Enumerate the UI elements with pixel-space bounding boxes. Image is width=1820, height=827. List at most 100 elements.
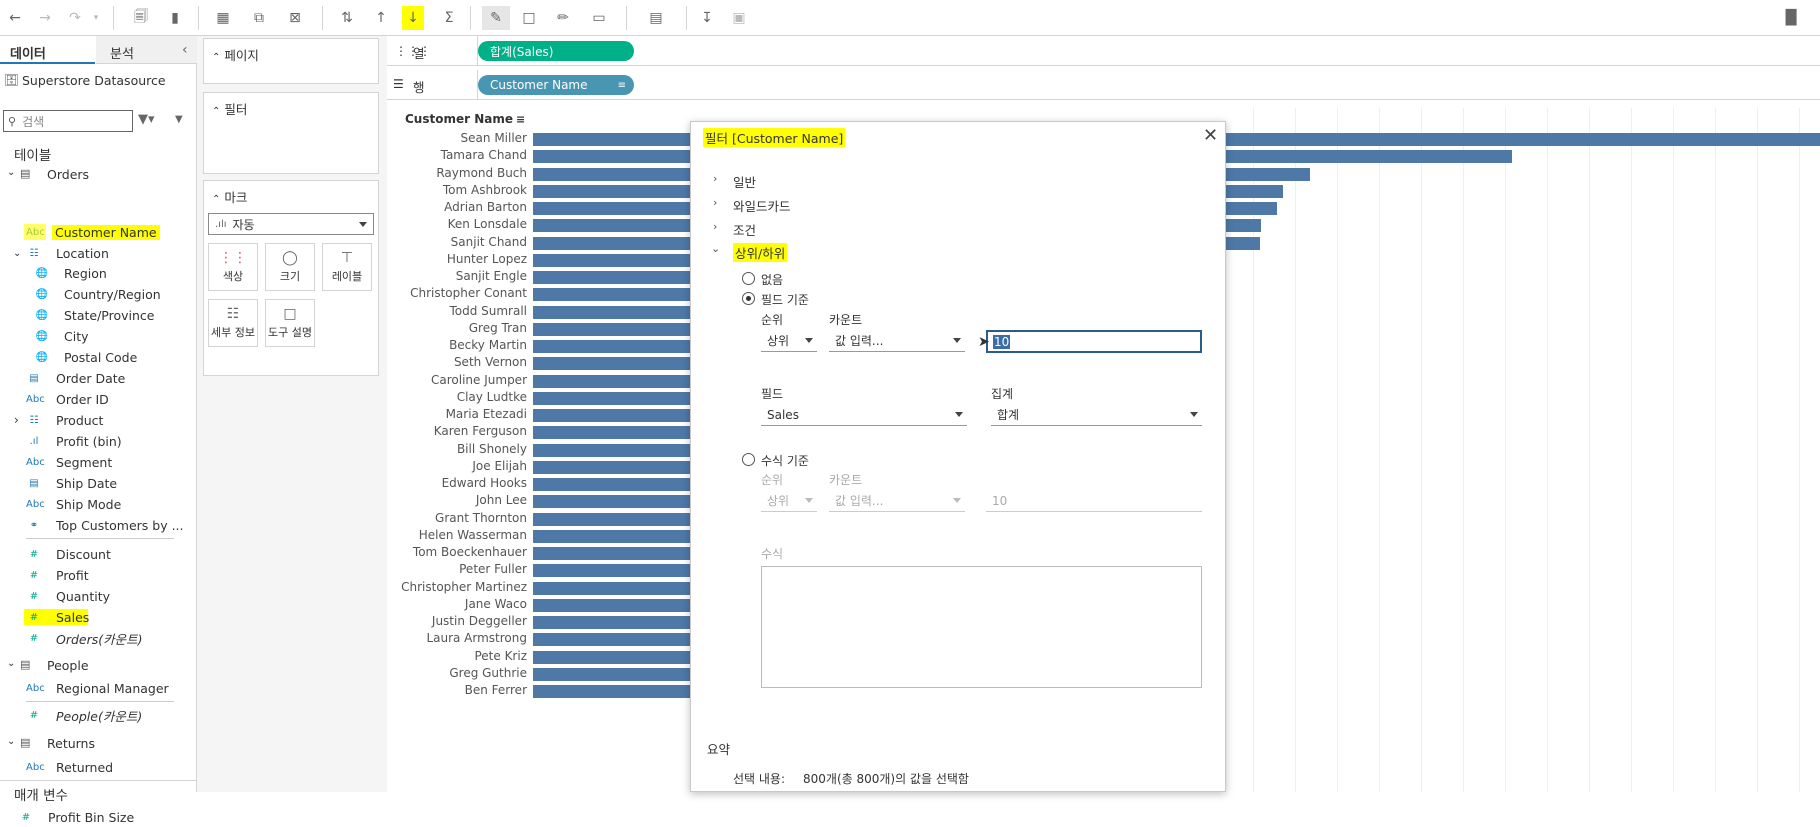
row-label[interactable]: Sanjit Engle [455, 269, 527, 283]
chevron-down-icon[interactable]: ⌄ [711, 242, 721, 255]
chevron-up-icon[interactable]: ⌃ [212, 194, 221, 205]
filter-icon[interactable]: ▼▾ [138, 112, 155, 127]
sort-ascending-icon[interactable]: ↑ [375, 10, 387, 26]
menu-caret-icon[interactable]: ▼ [175, 114, 183, 125]
field-region[interactable]: 🌐 Region [35, 265, 107, 281]
field-order-date[interactable]: ▤ Order Date [29, 370, 126, 386]
row-label[interactable]: Tom Ashbrook [442, 182, 527, 197]
field-orders-count[interactable]: # Orders(카운트) [29, 631, 143, 647]
tooltip-button[interactable]: □ 도구 설명 [265, 299, 315, 347]
row-label[interactable]: Seth Vernon [453, 355, 527, 370]
presentation-icon[interactable]: ↧ [701, 10, 713, 26]
color-button[interactable]: ⋮⋮ 색상 [208, 243, 258, 291]
fit-icon[interactable]: ▭ [592, 10, 606, 26]
device-preview-icon[interactable]: ▣ [732, 10, 746, 26]
row-header[interactable]: Customer Name ≡ [405, 112, 526, 126]
section-general[interactable]: 일반 [733, 175, 757, 190]
field-order-id[interactable]: Abc Order ID [26, 391, 109, 407]
radio-none[interactable] [742, 272, 755, 285]
chevron-up-icon[interactable]: ⌃ [212, 52, 221, 63]
field-location[interactable]: ⌄ ☷ Location [13, 245, 109, 261]
forward-icon[interactable]: → [39, 10, 51, 26]
field-city[interactable]: 🌐 City [35, 328, 89, 344]
count-select-2[interactable]: 값 입력... [829, 490, 965, 512]
row-label[interactable]: Peter Fuller [459, 562, 527, 577]
field-select[interactable]: Sales [761, 404, 967, 426]
count-value-input[interactable]: 10 [986, 330, 1202, 353]
row-label[interactable]: Clay Ludtke [456, 389, 527, 404]
rank-select-2[interactable]: 상위 [761, 490, 817, 512]
label-icon[interactable]: □ [522, 10, 536, 26]
format-painter-icon[interactable]: █ [1785, 10, 1797, 26]
size-button[interactable]: ◯ 크기 [265, 243, 315, 291]
formula-textarea[interactable] [761, 566, 1202, 688]
field-state[interactable]: 🌐 State/Province [35, 307, 155, 323]
chevron-down-icon[interactable]: ⌄ [7, 658, 16, 669]
table-orders[interactable]: Orders [47, 167, 90, 182]
label-button[interactable]: ⊤ 레이블 [322, 243, 372, 291]
field-people-count[interactable]: # People(카운트) [29, 708, 143, 724]
param-profit-bin-size[interactable]: # Profit Bin Size [21, 809, 135, 825]
row-label[interactable]: Laura Armstrong [426, 631, 527, 646]
row-label[interactable]: Greg Tran [468, 320, 527, 335]
row-label[interactable]: Helen Wasserman [418, 527, 527, 542]
row-label[interactable]: Tom Boeckenhauer [412, 545, 527, 559]
field-profit-bin[interactable]: .ıl Profit (bin) [29, 433, 122, 449]
row-label[interactable]: Ben Ferrer [464, 683, 527, 697]
totals-icon[interactable]: Σ [444, 10, 454, 26]
table-people[interactable]: People [47, 658, 89, 673]
row-label[interactable]: Greg Guthrie [449, 665, 527, 680]
row-label[interactable]: John Lee [475, 493, 527, 508]
pill-customer-name[interactable]: Customer Name ≡ [478, 75, 634, 95]
field-postal[interactable]: 🌐 Postal Code [35, 349, 138, 365]
chevron-down-icon[interactable]: ⌄ [7, 167, 16, 178]
row-label[interactable]: Raymond Buch [436, 165, 527, 180]
show-me-icon[interactable]: ▤ [649, 10, 663, 26]
row-label[interactable]: Todd Sumrall [449, 303, 527, 318]
row-label[interactable]: Sean Miller [460, 131, 527, 145]
field-customer-name[interactable]: AbcCustomer Name [0, 222, 190, 242]
rank-select[interactable]: 상위 [761, 330, 817, 352]
dropdown-icon[interactable]: ▾ [93, 13, 99, 23]
row-label[interactable]: Pete Kriz [474, 648, 527, 663]
count-select[interactable]: 값 입력... [829, 330, 965, 352]
chevron-right-icon[interactable]: › [713, 172, 718, 185]
field-regional-manager[interactable]: Abc Regional Manager [26, 680, 169, 696]
row-label[interactable]: Bill Shonely [456, 441, 527, 456]
row-label[interactable]: Hunter Lopez [446, 251, 527, 266]
filters-card[interactable]: ⌃ 필터 [203, 92, 379, 174]
chevron-right-icon[interactable]: › [713, 220, 718, 233]
swap-icon[interactable]: ⇅ [341, 10, 353, 26]
count-value-input-2[interactable]: 10 [986, 490, 1202, 512]
radio-by-formula[interactable] [742, 453, 755, 466]
row-label[interactable]: Maria Etezadi [445, 407, 527, 421]
row-label[interactable]: Joe Elijah [472, 458, 527, 473]
chevron-up-icon[interactable]: ⌃ [212, 106, 221, 117]
chevron-down-icon[interactable]: ⌄ [7, 736, 16, 747]
radio-by-field[interactable] [742, 292, 755, 305]
redo-icon[interactable]: ↷ [69, 10, 81, 26]
pill-sum-sales[interactable]: 합계(Sales) [478, 41, 634, 61]
row-label[interactable]: Becky Martin [449, 338, 527, 352]
back-icon[interactable]: ← [9, 10, 21, 26]
close-icon[interactable]: ✕ [1203, 125, 1219, 146]
field-profit[interactable]: # Profit [29, 567, 89, 583]
annotate-icon[interactable]: ✏ [557, 10, 569, 26]
new-sheet-icon[interactable]: ▦ [216, 10, 230, 26]
sort-icon[interactable]: ≡ [516, 113, 526, 126]
agg-select[interactable]: 합계 [991, 404, 1202, 426]
section-wildcard[interactable]: 와일드카드 [733, 199, 791, 214]
tab-data[interactable]: 데이터 [10, 47, 46, 62]
tab-analysis[interactable]: 분석 [110, 47, 134, 62]
row-label[interactable]: Adrian Barton [444, 200, 527, 214]
mark-type-select[interactable]: .ılı 자동 [208, 213, 374, 235]
highlight-icon[interactable]: ✎ [482, 6, 510, 30]
field-segment[interactable]: Abc Segment [26, 454, 113, 470]
field-ship-mode[interactable]: Abc Ship Mode [26, 496, 122, 512]
section-condition[interactable]: 조건 [733, 223, 757, 238]
table-returns[interactable]: Returns [47, 736, 95, 751]
section-top-bottom[interactable]: 상위/하위 [733, 243, 788, 262]
search-input[interactable]: ⚲ 검색 [3, 110, 133, 132]
row-label[interactable]: Christopher Martinez [401, 579, 527, 594]
detail-button[interactable]: ☷ 세부 정보 [208, 299, 258, 347]
